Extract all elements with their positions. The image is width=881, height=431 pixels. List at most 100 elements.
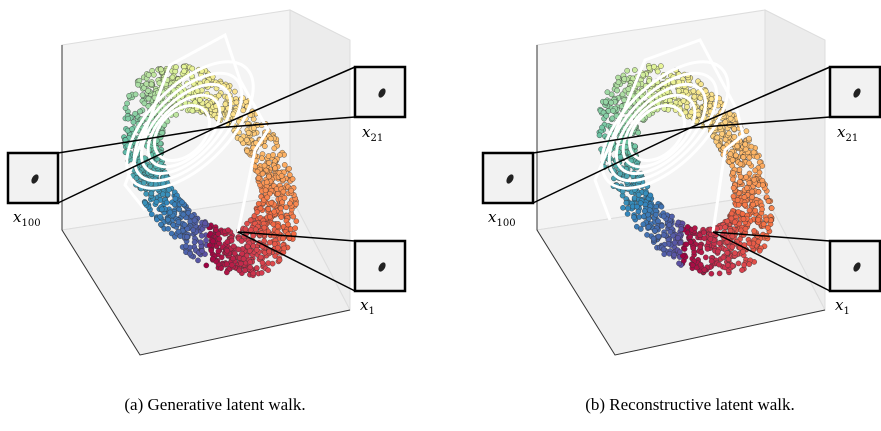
latent-point (130, 119, 137, 125)
latent-point (759, 206, 765, 212)
latent-point (708, 96, 715, 102)
latent-point (266, 248, 272, 255)
latent-point (640, 221, 647, 228)
latent-point (697, 243, 703, 250)
latent-point (731, 133, 738, 140)
latent-point (617, 154, 624, 160)
latent-point (255, 200, 262, 207)
latent-point (617, 170, 623, 177)
latent-point (645, 224, 652, 230)
density-contour (621, 93, 697, 169)
latent-point (635, 129, 641, 136)
connector (689, 116, 831, 129)
latent-point (145, 103, 151, 109)
latent-point (218, 254, 225, 261)
latent-point (203, 262, 210, 269)
latent-point (257, 254, 264, 261)
latent-point (175, 219, 182, 225)
latent-point (635, 191, 642, 198)
latent-point (708, 258, 715, 265)
latent-point (680, 98, 687, 104)
latent-point (242, 226, 249, 232)
latent-point (167, 209, 173, 216)
latent-point (666, 250, 673, 257)
latent-point (286, 172, 293, 178)
label-sub: 1 (368, 306, 374, 317)
latent-point (739, 210, 746, 217)
latent-point (218, 265, 224, 272)
label-sub: 21 (845, 133, 858, 144)
latent-point (279, 199, 286, 206)
density-contour (600, 60, 730, 190)
latent-point (287, 200, 293, 207)
sample-label: x1 (835, 296, 850, 317)
latent-point (621, 76, 628, 82)
density-contour (628, 104, 686, 162)
latent-point (277, 205, 284, 212)
latent-point (730, 170, 736, 176)
label-base: x (362, 123, 371, 141)
latent-point (259, 155, 265, 162)
connector (532, 127, 691, 154)
latent-point (644, 232, 650, 238)
latent-point (280, 188, 287, 195)
latent-point (143, 190, 149, 197)
latent-point (271, 241, 278, 247)
latent-point (293, 218, 300, 224)
latent-point (255, 175, 262, 181)
latent-point (190, 227, 196, 233)
sample-label: x1 (360, 296, 375, 317)
latent-point (158, 66, 164, 73)
latent-point (189, 65, 196, 72)
latent-point (148, 81, 155, 88)
latent-point (695, 111, 702, 118)
label-base: x (360, 296, 369, 314)
connector (237, 231, 356, 292)
label-sub: 100 (21, 218, 40, 229)
latent-walk (123, 32, 270, 233)
latent-point (180, 211, 187, 218)
latent-point (150, 72, 157, 78)
latent-point (159, 191, 166, 198)
latent-point (660, 232, 667, 238)
latent-point (691, 93, 698, 100)
latent-point (688, 109, 695, 115)
latent-point (133, 175, 140, 181)
latent-point (615, 79, 622, 86)
latent-point (730, 193, 737, 200)
latent-point (265, 206, 272, 212)
latent-point (145, 95, 152, 102)
latent-point (254, 168, 261, 175)
sample-label: x21 (362, 123, 383, 144)
latent-point (238, 260, 244, 267)
latent-point (650, 235, 657, 242)
latent-point (743, 174, 749, 180)
latent-point (222, 101, 229, 107)
latent-point (215, 248, 222, 254)
latent-point (734, 197, 741, 203)
latent-point (185, 209, 192, 216)
latent-point (233, 99, 240, 106)
latent-point (729, 157, 736, 163)
latent-point (754, 154, 761, 160)
latent-point (631, 67, 638, 73)
latent-point (242, 267, 248, 274)
latent-point (207, 230, 214, 237)
latent-point (271, 208, 278, 215)
density-contour (146, 93, 222, 169)
latent-point (141, 100, 148, 107)
latent-point (157, 213, 164, 220)
latent-point (751, 176, 758, 183)
latent-point (599, 124, 605, 131)
latent-point (171, 201, 178, 208)
latent-point (748, 143, 755, 150)
latent-point (755, 216, 762, 223)
latent-point (654, 68, 661, 75)
latent-point (751, 228, 757, 234)
latent-point (614, 87, 620, 94)
latent-point (716, 261, 722, 268)
latent-point (258, 270, 265, 276)
latent-point (224, 247, 230, 254)
latent-point (165, 216, 171, 223)
latent-point (245, 129, 252, 136)
